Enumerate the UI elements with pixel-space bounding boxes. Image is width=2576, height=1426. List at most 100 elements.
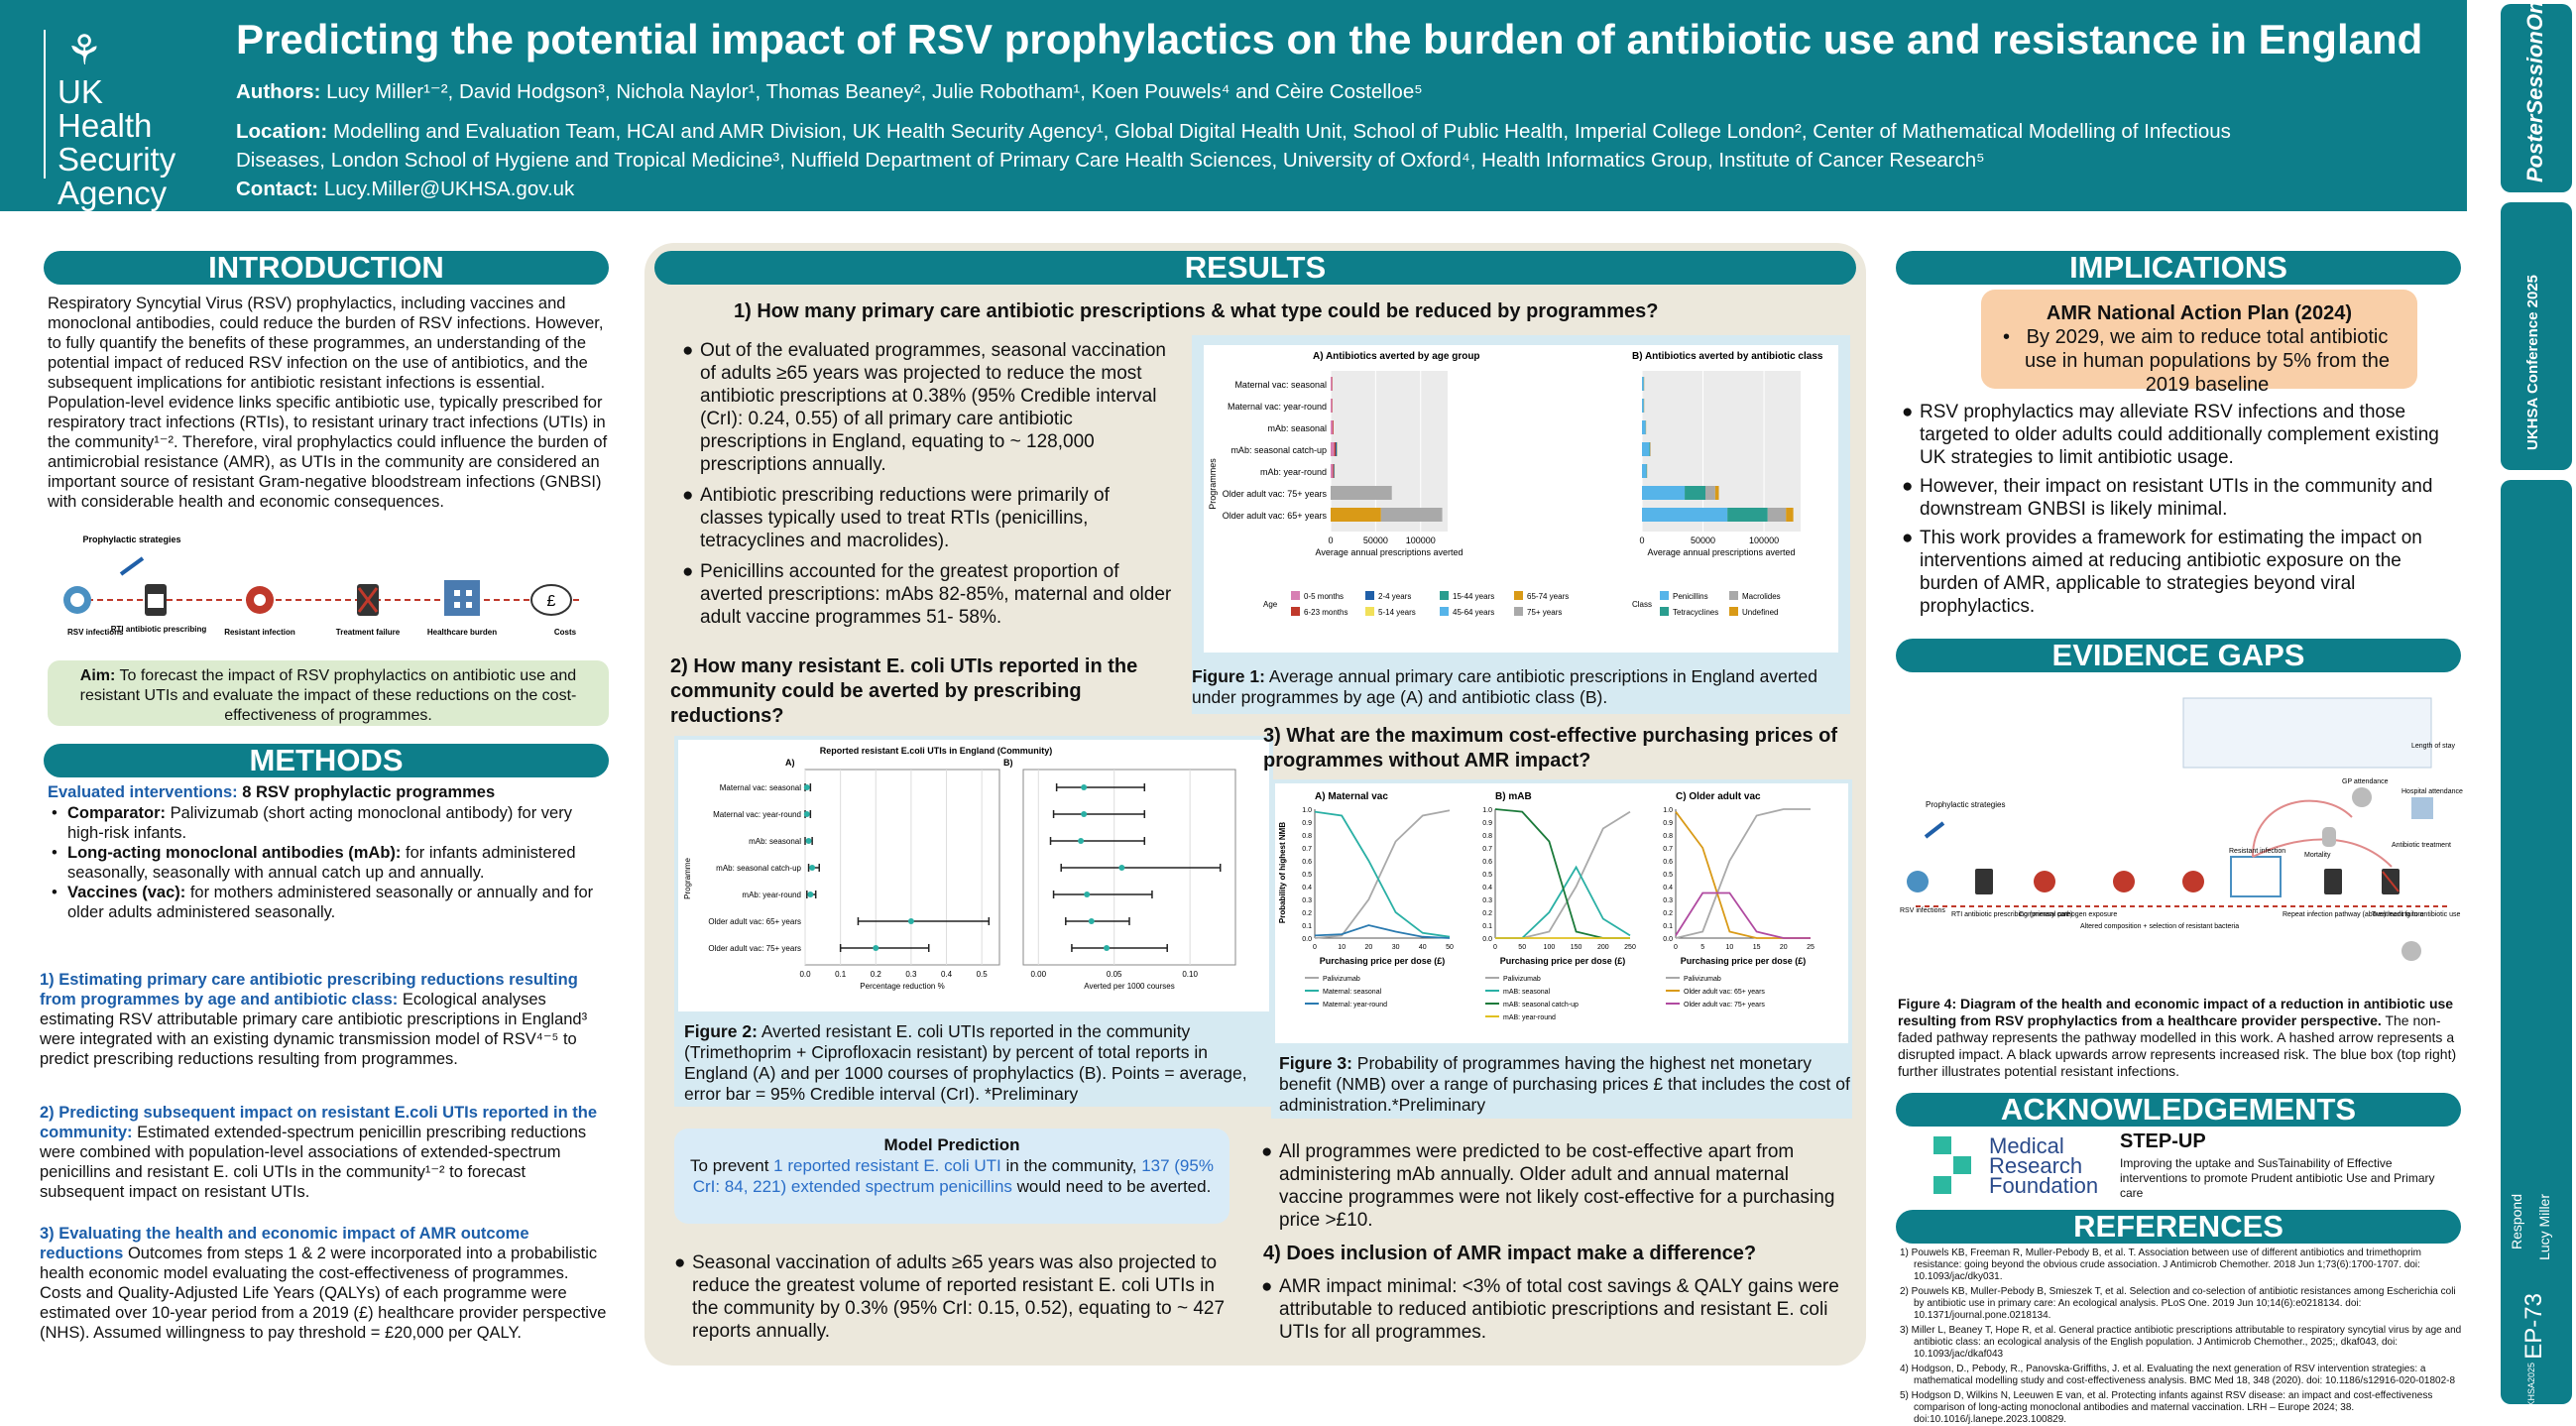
fig3-legend-label: Palivizumab xyxy=(1684,976,1721,983)
fig1-legend-label: 6-23 months xyxy=(1304,608,1347,617)
contact-email[interactable]: Lucy.Miller@UKHSA.gov.uk xyxy=(324,178,574,200)
fig1-category-label: Maternal vac: year-round xyxy=(1228,402,1327,412)
fig1-bar-segment xyxy=(1715,486,1719,500)
fig1-bar-segment xyxy=(1649,442,1650,456)
fig3-y-axis-label: Probability of highest NMB xyxy=(1278,822,1287,923)
fig3-y-tick: 0.1 xyxy=(1482,923,1492,930)
fig1-legend-swatch xyxy=(1291,591,1300,600)
fig3-y-tick: 0.3 xyxy=(1663,897,1673,904)
authors-line: Authors: Lucy Miller¹⁻², David Hodgson³,… xyxy=(236,77,2437,106)
poster-id: EP-73 xyxy=(2520,1293,2548,1360)
fig1-bar-segment xyxy=(1705,486,1715,500)
fig3-x-tick: 10 xyxy=(1726,944,1734,951)
q3-bullet-text: All programmes were predicted to be cost… xyxy=(1279,1141,1834,1231)
fig2-point xyxy=(908,918,914,924)
q2-bullet-text: Seasonal vaccination of adults ≥65 years… xyxy=(692,1252,1225,1342)
conference-label: UKHSA Conference 2025 xyxy=(2524,222,2541,450)
contact-label: Contact: xyxy=(236,178,318,200)
results-question-2: 2) How many resistant E. coli UTIs repor… xyxy=(670,654,1166,729)
fig1-bar-segment xyxy=(1333,464,1334,478)
fig3-y-tick: 0.5 xyxy=(1482,872,1492,879)
fig3-series-line xyxy=(1495,809,1630,938)
action-plan-box: AMR National Action Plan (2024) •By 2029… xyxy=(1981,290,2417,389)
model-text-2: 1 reported resistant E. coli UTI xyxy=(773,1156,1001,1175)
fig3-y-tick: 0.3 xyxy=(1482,897,1492,904)
fig3-legend-label: Maternal: year-round xyxy=(1323,1002,1387,1009)
fig3-y-tick: 0.2 xyxy=(1663,910,1673,917)
fig2-category-label: Older adult vac: 75+ years xyxy=(708,944,801,953)
fig3-y-tick: 1.0 xyxy=(1482,807,1492,814)
sidebar-author: Lucy Miller xyxy=(2536,1194,2552,1260)
treatment-failure-icon xyxy=(357,584,379,616)
fig2-point xyxy=(807,891,813,897)
respond-link[interactable]: Respond xyxy=(2509,1194,2524,1249)
brand-block[interactable]: PosterSessionOnline xyxy=(2501,4,2572,192)
fig3-y-tick: 0.2 xyxy=(1482,910,1492,917)
implications-heading: IMPLICATIONS xyxy=(1896,251,2461,285)
fig1-category-label: Older adult vac: 65+ years xyxy=(1223,511,1328,521)
fig1-legend-swatch xyxy=(1729,607,1738,616)
fig3-legend-label: Older adult vac: 65+ years xyxy=(1684,989,1765,996)
fig3-y-tick: 0.8 xyxy=(1302,833,1312,840)
implications-bullet: ●RSV prophylactics may alleviate RSV inf… xyxy=(1920,401,2463,469)
fig2-x-tick: 0.3 xyxy=(905,970,917,979)
implications-bullet-text: However, their impact on resistant UTIs … xyxy=(1920,476,2432,520)
gap-label-3: Commensal pathogen exposure xyxy=(2019,911,2117,918)
fig2-category-label: Maternal vac: year-round xyxy=(713,810,801,819)
fig3-legend-label: mAB: seasonal catch-up xyxy=(1503,1002,1579,1009)
fig3-series-line xyxy=(1676,893,1811,939)
references-heading: REFERENCES xyxy=(1896,1210,2461,1244)
conference-block[interactable]: UKHSA Conference 2025 xyxy=(2501,202,2572,470)
fig2-x-tick: 0.05 xyxy=(1107,970,1122,979)
fig1-bar-segment xyxy=(1331,420,1333,434)
fig3-y-tick: 0.4 xyxy=(1302,885,1312,891)
fig2-point xyxy=(1084,891,1090,897)
fig1-legend-swatch xyxy=(1365,607,1374,616)
fig1-bar-segment xyxy=(1335,442,1336,456)
fig1-panel-title: B) Antibiotics averted by antibiotic cla… xyxy=(1632,351,1823,362)
fig3-x-tick: 100 xyxy=(1544,944,1556,951)
q3-bullet: ●All programmes were predicted to be cos… xyxy=(1279,1140,1854,1232)
methods-bullet: •Vaccines (vac): for mothers administere… xyxy=(48,883,609,922)
fig2-x-axis-label: Averted per 1000 courses xyxy=(1084,982,1174,991)
fig2-panel-frame xyxy=(805,770,999,965)
fig1-legend-swatch xyxy=(1660,607,1669,616)
fig3-x-axis-label: Purchasing price per dose (£) xyxy=(1320,956,1446,966)
fig3-y-tick: 1.0 xyxy=(1302,807,1312,814)
intro-diagram-label-1: RTI antibiotic prescribing xyxy=(111,625,207,634)
fig1-bar-segment xyxy=(1331,399,1332,413)
fig1-x-tick: 50000 xyxy=(1691,535,1715,545)
fig3-y-tick: 0.0 xyxy=(1482,936,1492,943)
fig2-point xyxy=(804,811,810,817)
poster-id-block: Respond Lucy Miller EP-73 UKHSA2025 xyxy=(2501,480,2572,1404)
fig3-x-tick: 0 xyxy=(1493,944,1497,951)
reference-item: 5) Hodgson D, Wilkins N, Leeuwen E van, … xyxy=(1900,1390,2465,1426)
fig1-bar-segment xyxy=(1642,464,1646,478)
syringe-icon xyxy=(121,558,143,574)
fig3-y-tick: 0.9 xyxy=(1302,820,1312,827)
fig1-category-label: mAb: year-round xyxy=(1260,467,1327,477)
fig1-legend-label: Macrolides xyxy=(1742,592,1781,601)
q1-bullet-list: ●Out of the evaluated programmes, season… xyxy=(700,339,1172,629)
fig1-legend-label: 75+ years xyxy=(1527,608,1562,617)
fig1-bar-segment xyxy=(1786,508,1793,522)
fig1-legend-swatch xyxy=(1440,607,1449,616)
fig3-y-tick: 0.7 xyxy=(1663,846,1673,853)
pill-bottle-icon xyxy=(1975,869,1993,894)
interventions-label: Evaluated interventions: xyxy=(48,783,238,801)
gap-label-0: Prophylactic strategies xyxy=(1926,800,2005,809)
fig3-x-tick: 15 xyxy=(1753,944,1761,951)
figure-1-caption-label: Figure 1: xyxy=(1192,666,1265,686)
intro-diagram-label-2: Resistant infection xyxy=(224,628,295,637)
step-up-title: STEP-UP xyxy=(2120,1130,2206,1153)
logo-divider xyxy=(44,30,46,178)
fig2-x-tick: 0.5 xyxy=(977,970,989,979)
logo-text: UK Health Security Agency xyxy=(58,75,196,210)
figure-1-caption-text: Average annual primary care antibiotic p… xyxy=(1192,666,1817,707)
fig1-category-label: mAb: seasonal catch-up xyxy=(1230,445,1327,455)
fig3-x-tick: 200 xyxy=(1597,944,1609,951)
fig3-y-tick: 0.1 xyxy=(1302,923,1312,930)
interventions-line: Evaluated interventions: 8 RSV prophylac… xyxy=(48,782,609,802)
fig3-y-tick: 0.8 xyxy=(1482,833,1492,840)
fig3-y-tick: 0.5 xyxy=(1302,872,1312,879)
